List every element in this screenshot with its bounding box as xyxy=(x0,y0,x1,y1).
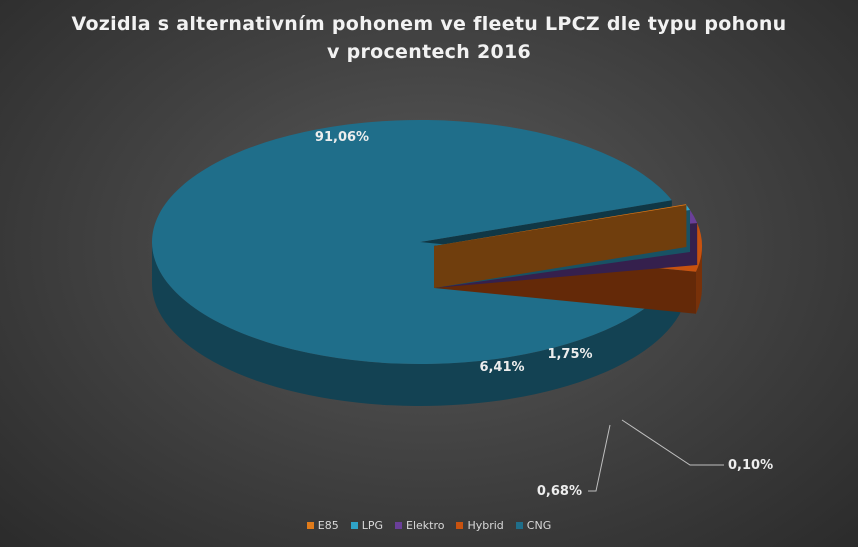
legend-swatch xyxy=(350,522,358,529)
data-label-hybrid: 6,41% xyxy=(479,360,524,375)
leader-line-e85 xyxy=(621,419,724,466)
legend-swatch xyxy=(515,522,523,529)
legend-item-elektro: Elektro xyxy=(395,519,444,532)
slice-e85 xyxy=(434,204,687,288)
legend-label: CNG xyxy=(526,519,552,532)
chart-title-line2: v procentech 2016 xyxy=(326,41,532,63)
legend-item-lpg: LPG xyxy=(350,519,383,532)
legend-item-hybrid: Hybrid xyxy=(456,519,504,532)
legend-swatch xyxy=(306,522,314,529)
chart-title: Vozidla s alternativním pohonem ve fleet… xyxy=(0,10,858,66)
legend-item-e85: E85 xyxy=(306,519,339,532)
leader-line-lpg xyxy=(588,424,611,492)
legend-swatch xyxy=(395,522,402,529)
legend-label: LPG xyxy=(361,519,383,532)
data-label-cng: 91,06% xyxy=(315,130,369,145)
chart-legend: E85 LPG Elektro Hybrid CNG xyxy=(0,519,858,532)
data-label-lpg: 0,68% xyxy=(537,484,582,499)
legend-label: E85 xyxy=(317,519,339,532)
legend-label: Hybrid xyxy=(467,519,504,532)
data-label-e85: 0,10% xyxy=(728,458,773,473)
legend-label: Elektro xyxy=(406,519,445,532)
chart-title-line1: Vozidla s alternativním pohonem ve fleet… xyxy=(71,13,787,35)
data-label-elektro: 1,75% xyxy=(547,347,592,362)
legend-item-cng: CNG xyxy=(515,519,552,532)
legend-swatch xyxy=(456,522,464,529)
